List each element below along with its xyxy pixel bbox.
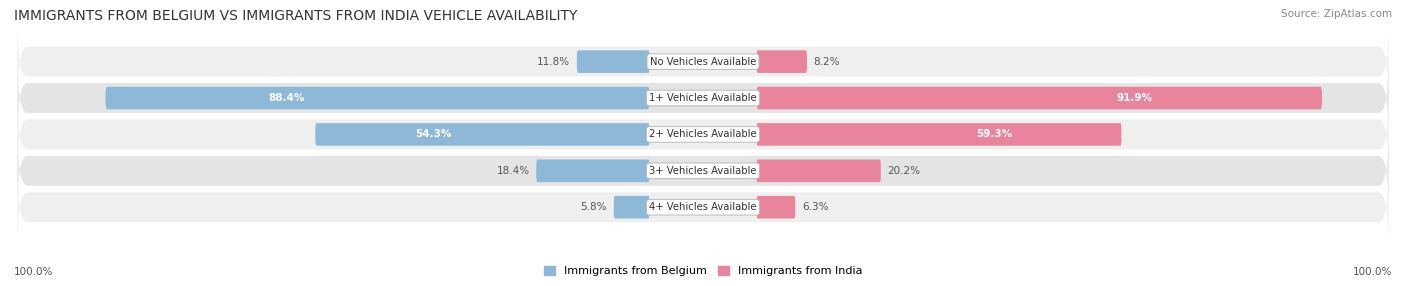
- Text: IMMIGRANTS FROM BELGIUM VS IMMIGRANTS FROM INDIA VEHICLE AVAILABILITY: IMMIGRANTS FROM BELGIUM VS IMMIGRANTS FR…: [14, 9, 578, 23]
- Text: 88.4%: 88.4%: [269, 93, 305, 103]
- FancyBboxPatch shape: [756, 50, 807, 73]
- FancyBboxPatch shape: [105, 87, 650, 109]
- Text: 5.8%: 5.8%: [581, 202, 607, 212]
- Text: 54.3%: 54.3%: [416, 130, 451, 139]
- FancyBboxPatch shape: [756, 123, 1122, 146]
- Text: 100.0%: 100.0%: [14, 267, 53, 277]
- Text: 18.4%: 18.4%: [496, 166, 530, 176]
- Text: 91.9%: 91.9%: [1116, 93, 1153, 103]
- Text: No Vehicles Available: No Vehicles Available: [650, 57, 756, 67]
- Text: 11.8%: 11.8%: [537, 57, 571, 67]
- Text: 6.3%: 6.3%: [801, 202, 828, 212]
- Text: Source: ZipAtlas.com: Source: ZipAtlas.com: [1281, 9, 1392, 19]
- FancyBboxPatch shape: [17, 58, 1389, 138]
- FancyBboxPatch shape: [17, 22, 1389, 101]
- Text: 59.3%: 59.3%: [976, 130, 1012, 139]
- FancyBboxPatch shape: [756, 160, 880, 182]
- Text: 1+ Vehicles Available: 1+ Vehicles Available: [650, 93, 756, 103]
- FancyBboxPatch shape: [17, 168, 1389, 247]
- Text: 2+ Vehicles Available: 2+ Vehicles Available: [650, 130, 756, 139]
- Text: 100.0%: 100.0%: [1353, 267, 1392, 277]
- FancyBboxPatch shape: [17, 131, 1389, 210]
- Text: 20.2%: 20.2%: [887, 166, 921, 176]
- Text: 8.2%: 8.2%: [814, 57, 841, 67]
- FancyBboxPatch shape: [536, 160, 650, 182]
- FancyBboxPatch shape: [756, 196, 796, 219]
- Legend: Immigrants from Belgium, Immigrants from India: Immigrants from Belgium, Immigrants from…: [540, 261, 866, 281]
- FancyBboxPatch shape: [17, 95, 1389, 174]
- FancyBboxPatch shape: [315, 123, 650, 146]
- FancyBboxPatch shape: [756, 87, 1322, 109]
- FancyBboxPatch shape: [576, 50, 650, 73]
- Text: 4+ Vehicles Available: 4+ Vehicles Available: [650, 202, 756, 212]
- FancyBboxPatch shape: [614, 196, 650, 219]
- Text: 3+ Vehicles Available: 3+ Vehicles Available: [650, 166, 756, 176]
